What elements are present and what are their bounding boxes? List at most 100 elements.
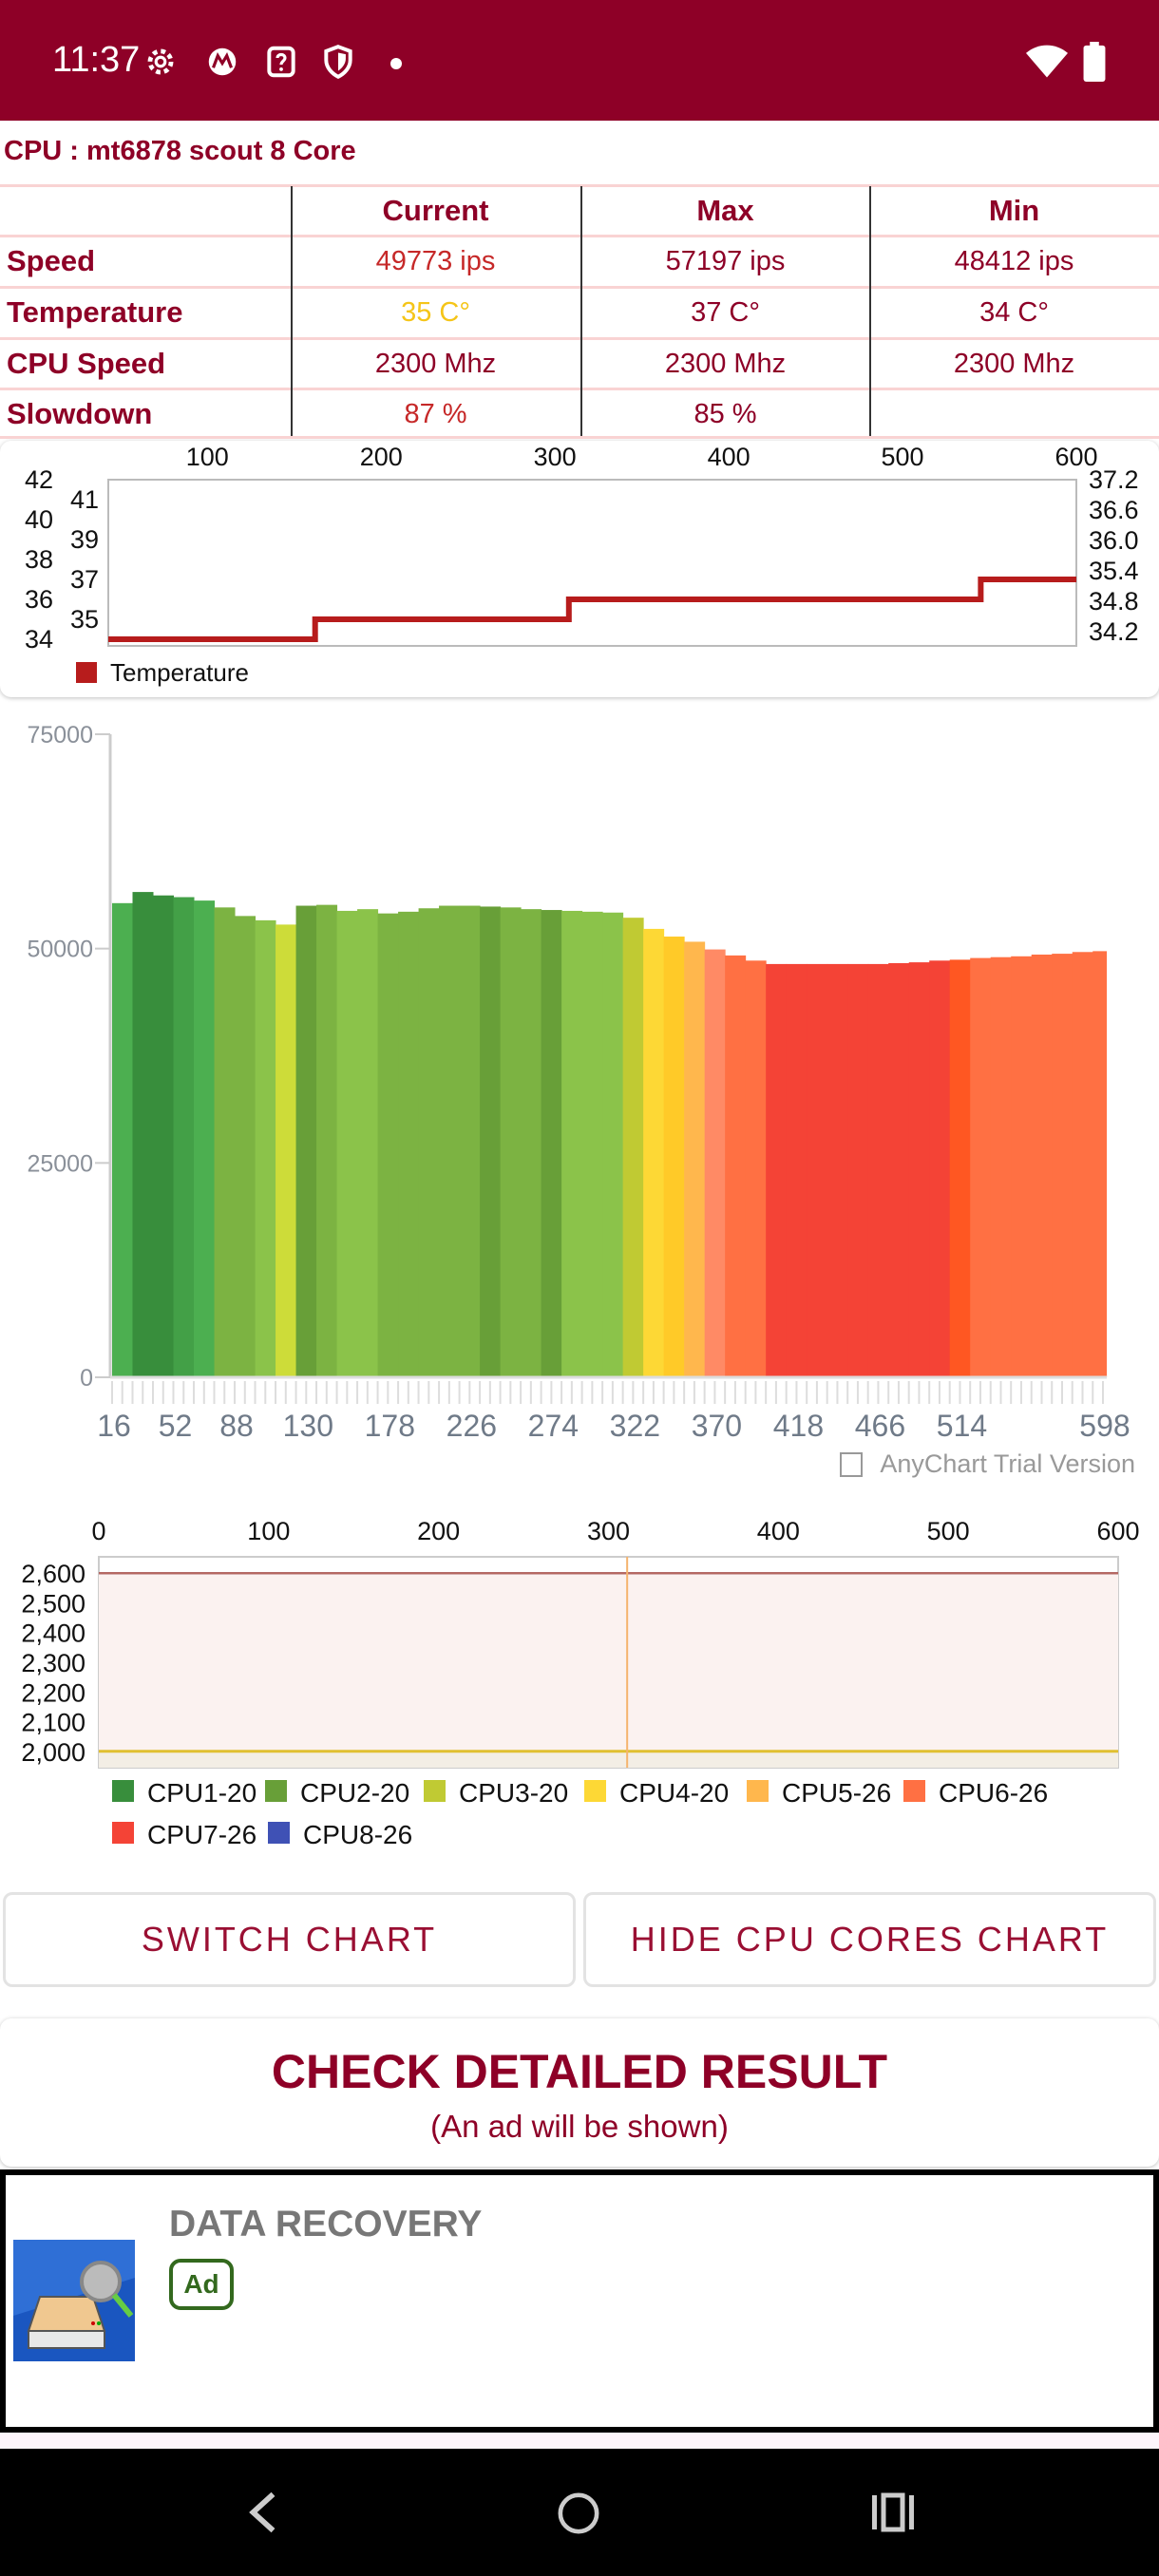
dot-icon [390,58,402,69]
ad-title: DATA RECOVERY [169,2204,483,2245]
column-header: Current [382,194,489,227]
cell-max: 57197 ips [665,246,786,276]
y-tick-label: 75000 [27,722,93,748]
row-divider [0,286,1159,289]
legend-swatch [76,662,97,683]
divider [0,2433,1159,2449]
speed-bar [990,957,1012,1377]
speed-bar [725,955,747,1377]
speed-bar [255,919,276,1377]
speed-bar [521,909,542,1377]
cell-min: 48412 ips [954,246,1074,276]
x-tick-label: 600 [1096,1517,1139,1545]
x-tick-label: 466 [855,1409,905,1443]
speed-bar [398,911,420,1377]
plot-area [107,479,1077,647]
column-header: Min [988,194,1040,227]
speed-bar [643,928,665,1377]
speed-bar [295,905,317,1377]
row-label: Speed [7,244,96,277]
row-label: Temperature [7,295,183,329]
gear-icon [147,48,174,75]
ad-banner[interactable]: DATA RECOVERY Ad [0,2169,1159,2433]
status-bar: 11:37 [0,0,1159,121]
motorola-icon [208,47,237,76]
speed-bar [561,910,583,1377]
speed-bar [1031,954,1053,1377]
speed-bar [888,963,910,1377]
legend-swatch [112,1780,134,1802]
speed-bar [826,963,848,1377]
cell-min: 34 C° [979,297,1049,328]
speed-bar [194,900,216,1377]
speed-bar [357,909,379,1377]
y-tick-label: 2,000 [21,1738,86,1767]
speed-bar [622,918,644,1377]
y-tick-label: 2,400 [21,1619,86,1648]
x-tick-label: 100 [247,1517,290,1545]
column-header: Max [696,194,754,227]
speed-bar [970,957,992,1377]
cell-current: 35 C° [401,297,470,328]
x-tick-label: 178 [365,1409,415,1443]
y-tick-label: 25000 [27,1150,93,1177]
x-tick-label: 226 [446,1409,497,1443]
speed-bar [786,963,808,1377]
speed-bar [459,905,481,1377]
y-tick-label: 2,300 [21,1649,86,1677]
speed-bar [704,949,726,1377]
speed-bar [316,904,338,1377]
speed-bar [1052,954,1074,1377]
y-left-tick-label: 35 [70,605,99,634]
speed-bar [235,916,256,1377]
speed-bar [500,907,522,1377]
y-left-tick-label: 34 [25,625,53,653]
speed-bar-chart: 0 25000 50000 75000 16 52 88 130 178 226 274 322 370… [27,722,1135,1478]
speed-bar [766,963,788,1377]
column-divider [869,186,871,436]
speed-bar [908,962,930,1377]
legend-label: CPU4-20 [619,1778,729,1808]
y-tick-label: 2,200 [21,1678,86,1707]
area-fill-high [99,1573,1118,1768]
legend-label: CPU1-20 [147,1778,256,1808]
y-left-tick-label: 42 [25,465,53,494]
y-right-tick-label: 34.8 [1089,587,1139,616]
legend-label: CPU2-20 [300,1778,409,1808]
x-tick-label: 100 [186,443,229,471]
speed-bar [112,902,134,1377]
cpu-cores-chart: 0 100 200 300 400 500 6002,0002,1002,2002,3002… [21,1517,1139,1849]
cell-current: 87 % [404,399,467,429]
temperature-line [108,577,1076,642]
speed-bar [807,963,828,1377]
legend-label: CPU8-26 [303,1820,412,1849]
x-tick-label: 598 [1079,1409,1130,1443]
x-tick-label: 514 [937,1409,987,1443]
home-icon[interactable] [557,2491,600,2535]
y-tick-label: 2,600 [21,1560,86,1588]
speed-bar [377,913,399,1377]
speed-bar [276,924,297,1377]
y-right-tick-label: 34.2 [1089,617,1139,646]
y-right-tick-label: 36.0 [1089,526,1139,555]
cell-current: 2300 Mhz [374,349,497,379]
cell-min: 2300 Mhz [953,349,1075,379]
hide-cpu-cores-chart-button[interactable]: HIDE CPU CORES CHART [583,1892,1156,1987]
area-fill-low [99,1751,1118,1768]
legend-swatch [747,1780,769,1802]
speed-bar [1072,952,1093,1377]
recents-icon[interactable] [870,2492,916,2532]
switch-chart-button[interactable]: SWITCH CHART [3,1892,576,1987]
cpu-title: CPU : mt6878 scout 8 Core [4,136,356,166]
back-icon[interactable] [245,2491,279,2534]
x-tick-label: 52 [159,1409,193,1443]
x-tick-label: 274 [528,1409,579,1443]
battery-icon [1083,42,1106,82]
cell-current: 49773 ips [375,246,496,276]
check-detailed-result-button[interactable]: CHECK DETAILED RESULT (An ad will be sho… [0,2018,1159,2167]
speed-bar [745,960,767,1377]
x-tick-label: 200 [360,443,403,471]
speed-bar [663,937,685,1377]
row-divider [0,436,1159,439]
speed-bar [336,910,358,1377]
